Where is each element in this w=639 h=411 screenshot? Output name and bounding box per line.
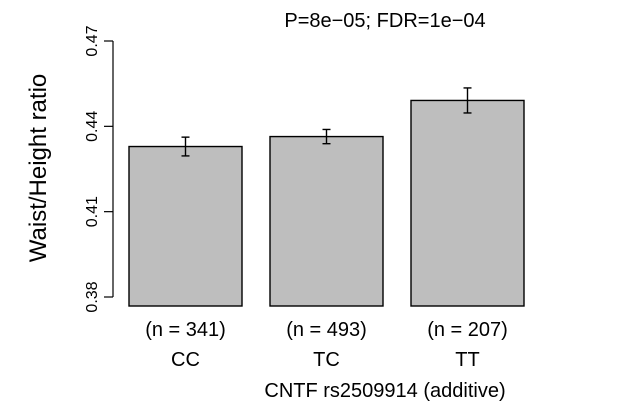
chart-title: P=8e−05; FDR=1e−04	[284, 10, 485, 32]
category-label: TT	[455, 349, 479, 371]
category-label: CC	[171, 349, 200, 371]
x-category-labels: (n = 341) CC (n = 493) TC (n = 207) TT	[145, 319, 508, 371]
y-axis: 0.38 0.41 0.44 0.47	[84, 25, 114, 313]
x-axis-label: CNTF rs2509914 (additive)	[264, 380, 505, 402]
n-label: (n = 493)	[286, 319, 367, 341]
y-tick-label: 0.38	[84, 281, 101, 312]
y-tick-label: 0.44	[84, 111, 101, 142]
y-tick-label: 0.47	[84, 25, 101, 56]
y-tick-label: 0.41	[84, 196, 101, 227]
bar-tt	[410, 99, 525, 307]
bar-cc	[128, 145, 243, 307]
n-label: (n = 207)	[427, 319, 508, 341]
category-label: TC	[313, 349, 340, 371]
bar-tc	[269, 135, 384, 307]
y-axis-label: Waist/Height ratio	[25, 74, 52, 263]
error-bars	[181, 87, 472, 157]
n-label: (n = 341)	[145, 319, 226, 341]
bars	[128, 99, 525, 307]
